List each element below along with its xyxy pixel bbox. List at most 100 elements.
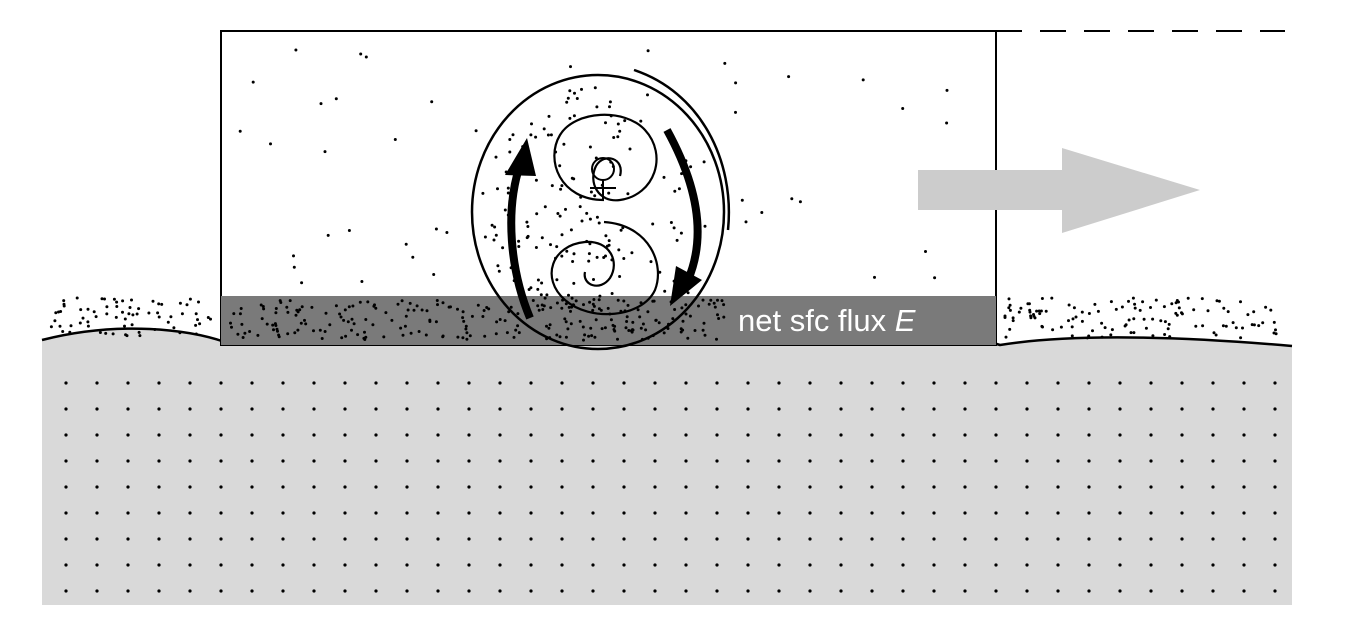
surface-dot xyxy=(1226,310,1230,314)
box-dot xyxy=(323,150,327,154)
ground-dot xyxy=(1149,381,1153,385)
ground-dot xyxy=(219,589,223,593)
band-dot xyxy=(265,322,269,326)
ground-dot xyxy=(1118,485,1122,489)
surface-dot xyxy=(57,310,60,314)
ground-dot xyxy=(808,589,812,593)
ground-dot xyxy=(250,537,254,541)
eddy-dot xyxy=(703,224,707,228)
eddy-dot xyxy=(588,217,592,221)
band-dot xyxy=(400,299,404,303)
ground-dot xyxy=(405,563,409,567)
ground-dot xyxy=(591,537,595,541)
ground-dot xyxy=(529,381,533,385)
ground-dot xyxy=(188,433,192,437)
ground-dot xyxy=(653,511,657,515)
box-dot xyxy=(294,48,298,52)
surface-dot xyxy=(1180,312,1184,316)
ground-dot xyxy=(622,537,626,541)
eddy-dot xyxy=(607,191,611,195)
band-dot xyxy=(312,329,315,333)
surface-dot xyxy=(1133,302,1137,306)
box-dot xyxy=(432,273,436,276)
surface-dot xyxy=(105,305,109,309)
ground-dot xyxy=(808,433,812,437)
band-dot xyxy=(715,337,718,341)
surface-dot xyxy=(1044,309,1048,313)
ground-dot xyxy=(1242,589,1246,593)
ground-dot xyxy=(839,537,843,541)
ground-dot xyxy=(219,563,223,567)
box-dot xyxy=(326,233,330,237)
band-dot xyxy=(363,330,366,334)
ground-dot xyxy=(1025,407,1029,411)
eddy-dot xyxy=(587,259,591,263)
band-dot xyxy=(498,318,502,321)
eddy-dot xyxy=(529,286,533,290)
ground-dot xyxy=(281,563,285,567)
eddy-dot xyxy=(526,225,530,228)
ground-dot xyxy=(188,511,192,515)
box-dot xyxy=(790,197,794,201)
eddy-dot xyxy=(593,194,597,198)
band-dot xyxy=(238,312,242,316)
surface-dot xyxy=(1151,334,1155,338)
band-dot xyxy=(390,318,394,322)
surface-dot xyxy=(1274,328,1277,332)
surface-dot xyxy=(105,312,109,316)
band-dot xyxy=(276,329,279,333)
band-dot xyxy=(594,318,598,322)
ground-dot xyxy=(560,589,564,593)
surface-dot xyxy=(1215,299,1219,303)
band-dot xyxy=(232,312,236,316)
band-dot xyxy=(456,335,460,339)
eddy-dot xyxy=(571,260,575,263)
ground-dot xyxy=(684,563,688,567)
surface-dot xyxy=(1067,319,1070,323)
band-dot xyxy=(384,311,388,315)
band-dot xyxy=(697,304,700,308)
band-dot xyxy=(537,308,541,312)
box-dot xyxy=(798,200,802,204)
band-dot xyxy=(716,313,719,317)
eddy-dot xyxy=(540,236,544,240)
surface-dot xyxy=(151,299,155,303)
surface-dot xyxy=(157,315,161,319)
surface-dot xyxy=(153,328,157,331)
eddy-outer-arc xyxy=(633,68,731,231)
ground-dot xyxy=(343,381,347,385)
ground-dot xyxy=(963,511,967,515)
band-dot xyxy=(363,338,367,341)
ground-dot xyxy=(591,563,595,567)
eddy-dot xyxy=(585,211,589,215)
ground-dot xyxy=(1118,511,1122,515)
ground-dot xyxy=(715,381,719,385)
ground-dot xyxy=(1211,381,1215,385)
ground-dot xyxy=(467,563,471,567)
surface-dot xyxy=(166,320,170,324)
eddy-dot xyxy=(588,145,592,149)
eddy-dot xyxy=(564,207,567,211)
surface-dot xyxy=(1222,306,1226,310)
band-dot xyxy=(606,306,610,310)
ground-dot xyxy=(622,381,626,385)
surface-dot xyxy=(1186,296,1190,300)
ground-dot xyxy=(963,433,967,437)
eddy-dot xyxy=(626,192,630,196)
eddy-dot xyxy=(616,337,619,341)
ground-dot xyxy=(901,485,905,489)
eddy-dot xyxy=(572,114,576,118)
ground-dot xyxy=(498,511,502,515)
surface-dot xyxy=(1070,334,1074,338)
ground-dots xyxy=(64,381,1277,593)
band-dot xyxy=(494,332,498,336)
ground-dot xyxy=(932,381,936,385)
eddy-dot xyxy=(604,121,607,125)
ground-dot xyxy=(436,511,440,515)
ground-dot xyxy=(405,511,409,515)
eddy-dot xyxy=(662,175,666,179)
ground-dot xyxy=(188,407,192,411)
ground-dot xyxy=(994,459,998,463)
band-dot xyxy=(713,305,717,309)
ground-dot xyxy=(250,459,254,463)
